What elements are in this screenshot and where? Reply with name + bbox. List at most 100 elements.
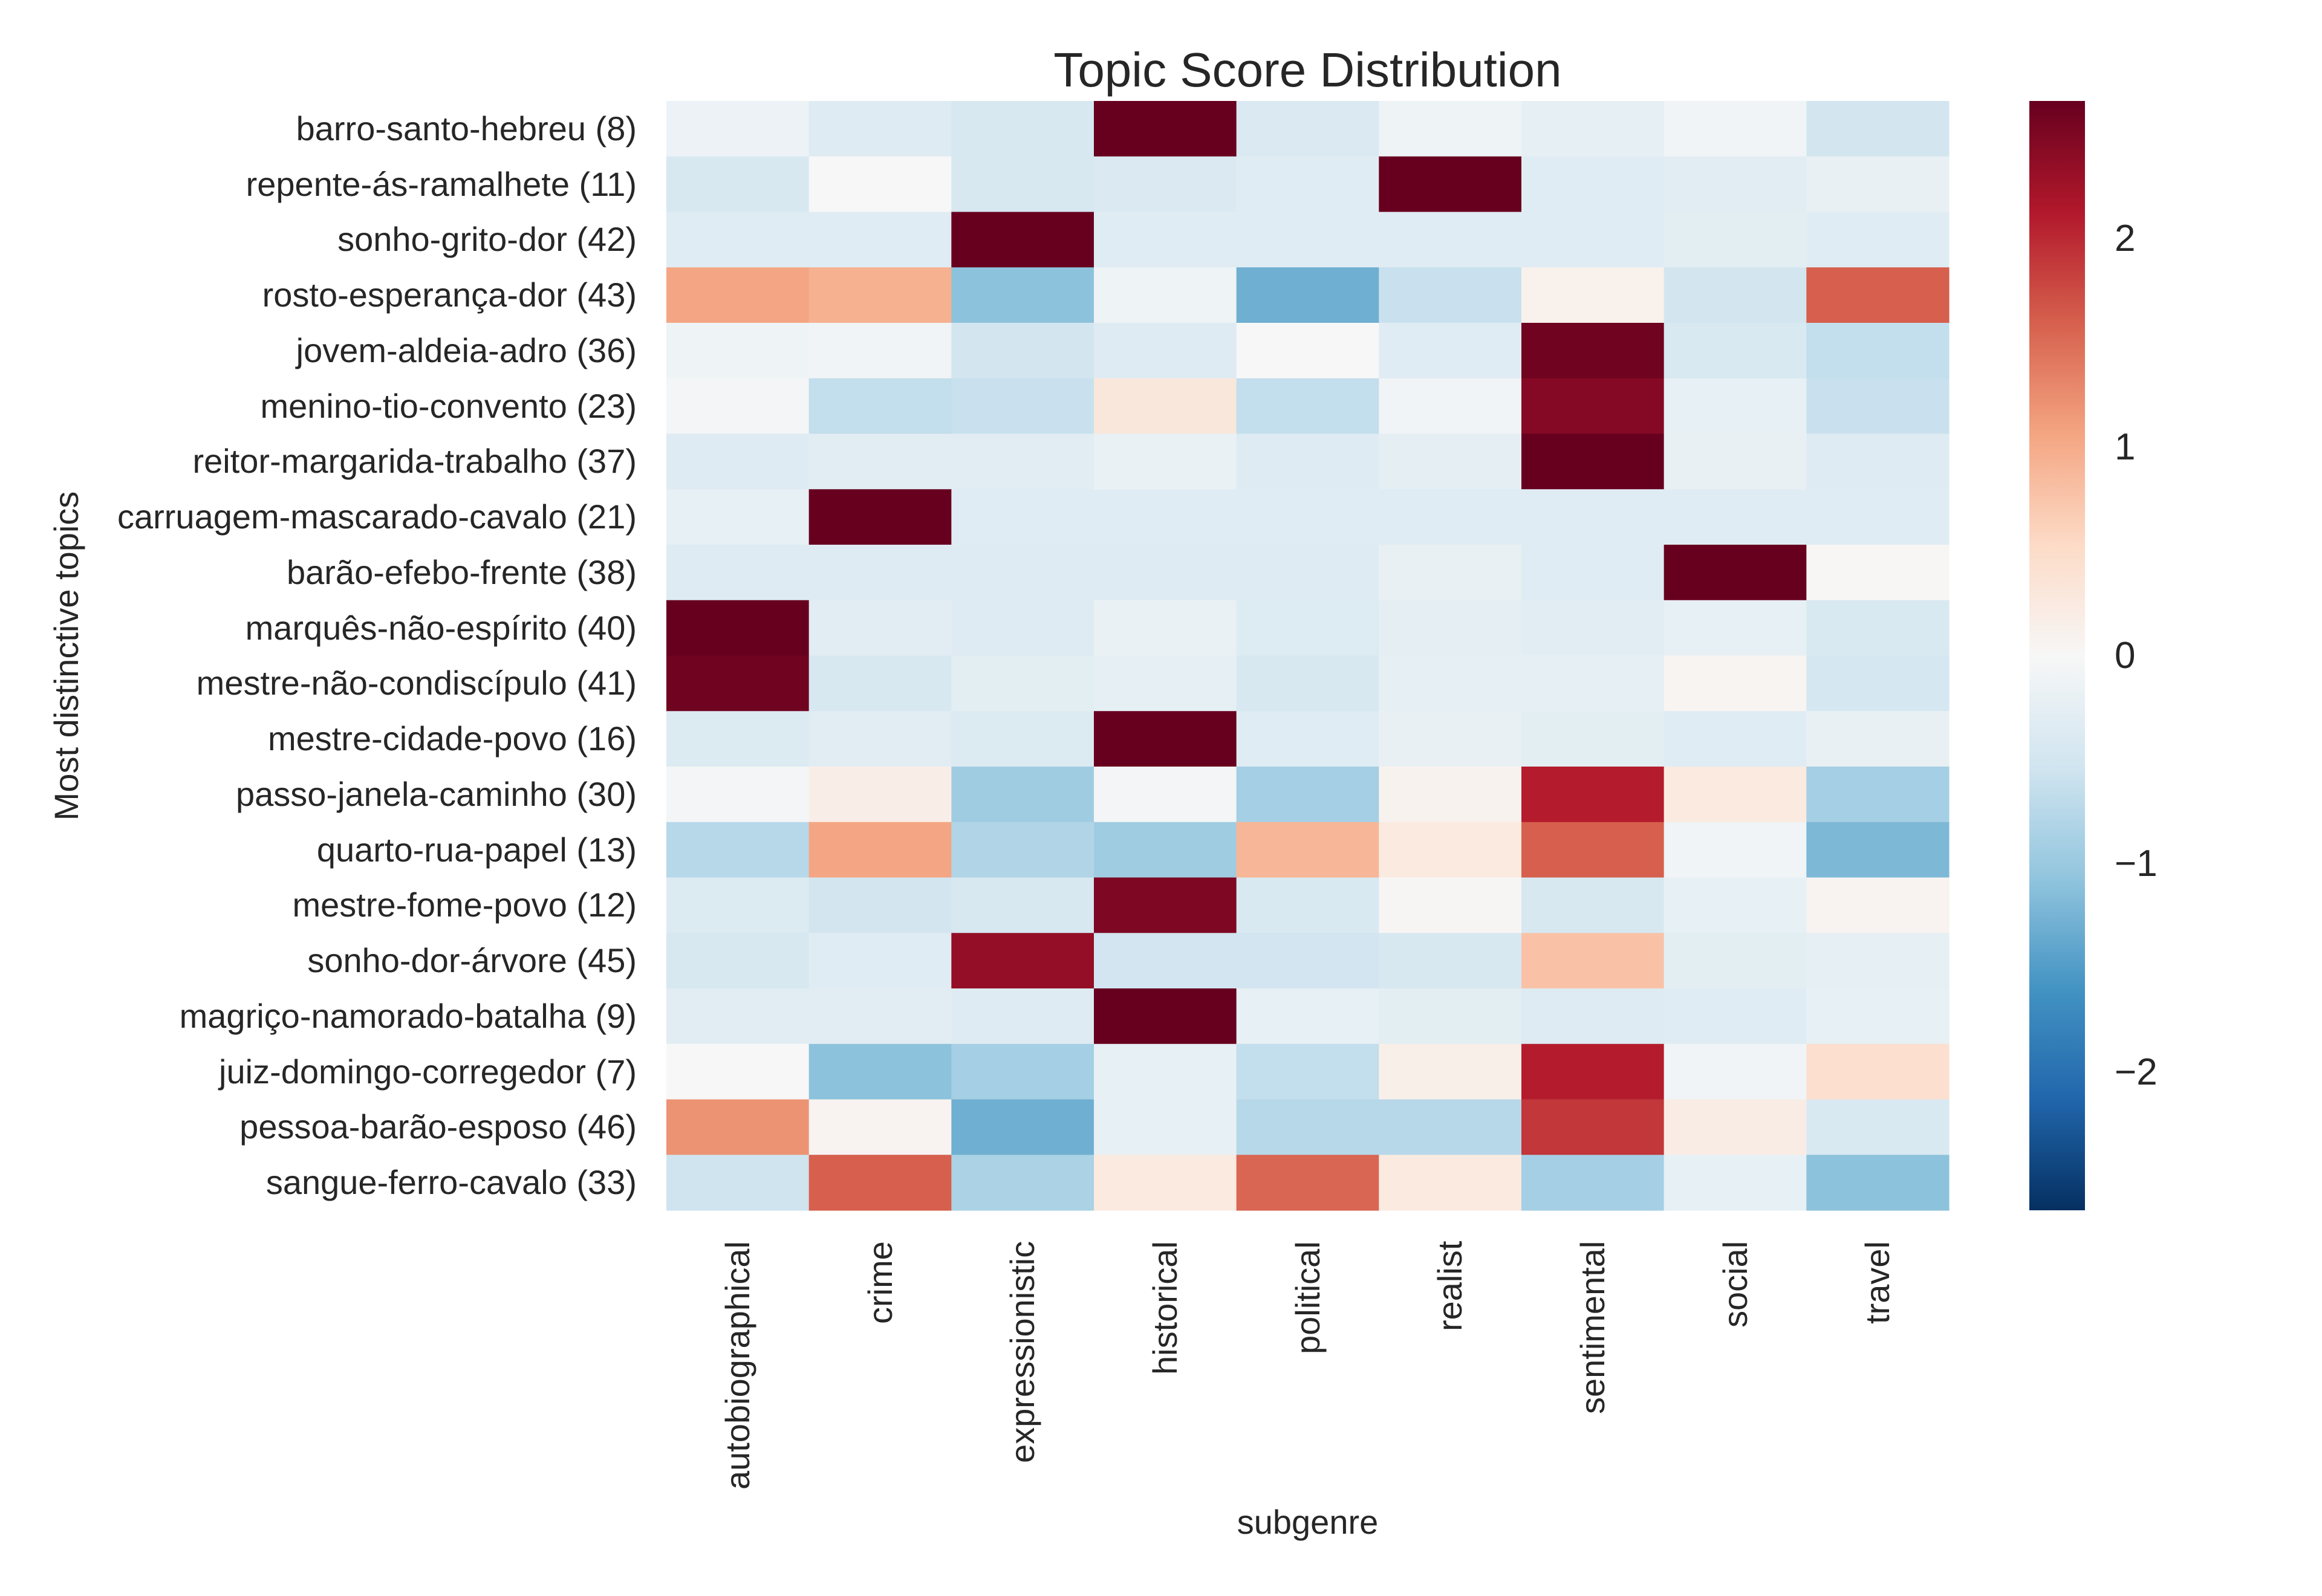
heatmap-cell	[808, 378, 952, 435]
heatmap-cell	[808, 101, 952, 157]
heatmap-cell	[1094, 600, 1237, 657]
heatmap-cell	[1806, 655, 1950, 712]
heatmap-cell	[1521, 101, 1665, 157]
heatmap-cell	[1094, 822, 1237, 878]
colorbar-tick-label: 2	[2115, 217, 2136, 259]
x-tick-label: realist	[1431, 1241, 1469, 1331]
heatmap-cell	[808, 156, 952, 213]
heatmap-cell	[666, 822, 810, 878]
heatmap-cell	[951, 212, 1094, 268]
heatmap-cell	[1663, 545, 1807, 601]
heatmap-cell	[1236, 323, 1379, 379]
heatmap-cell	[1806, 1099, 1950, 1155]
heatmap-cell	[951, 655, 1094, 712]
heatmap-cell	[1663, 212, 1807, 268]
y-tick-label: magriço-namorado-batalha (9)	[179, 996, 637, 1035]
heatmap-cell	[1521, 1043, 1665, 1100]
heatmap-cell	[666, 655, 810, 712]
heatmap-cell	[666, 877, 810, 933]
heatmap-cell	[1094, 489, 1237, 545]
x-tick-label: autobiographical	[718, 1241, 756, 1490]
heatmap-cell	[1521, 1155, 1665, 1211]
heatmap-cell	[1236, 1155, 1379, 1211]
heatmap-cell	[1094, 933, 1237, 989]
heatmap-cell	[1663, 378, 1807, 435]
heatmap-cell	[1094, 655, 1237, 712]
heatmap-cell	[1094, 1155, 1237, 1211]
x-tick-label: sentimental	[1573, 1241, 1611, 1414]
heatmap-cell	[1379, 433, 1522, 490]
heatmap-cell	[666, 101, 810, 157]
colorbar	[2029, 101, 2085, 1210]
heatmap-cell	[666, 600, 810, 657]
heatmap-cell	[808, 545, 952, 601]
heatmap-cell	[1663, 433, 1807, 490]
heatmap-cell	[951, 822, 1094, 878]
heatmap-cell	[666, 767, 810, 823]
heatmap-cell	[1663, 323, 1807, 379]
heatmap-cell	[1806, 267, 1950, 323]
heatmap-cell	[1379, 101, 1522, 157]
heatmap-cell	[951, 323, 1094, 379]
heatmap-cell	[1806, 545, 1950, 601]
heatmap-cell	[1806, 1155, 1950, 1211]
heatmap-cell	[808, 600, 952, 657]
heatmap-cell	[1521, 156, 1665, 213]
heatmap-cell	[1806, 489, 1950, 545]
heatmap-cell	[666, 711, 810, 767]
heatmap-cell	[1236, 433, 1379, 490]
heatmap-cell	[808, 711, 952, 767]
heatmap-cell	[951, 545, 1094, 601]
heatmap-cell	[666, 1043, 810, 1100]
heatmap-cell	[951, 1043, 1094, 1100]
heatmap-cell	[1379, 600, 1522, 657]
y-tick-label: quarto-rua-papel (13)	[316, 830, 637, 869]
heatmap-cell	[951, 877, 1094, 933]
heatmap-cell	[666, 489, 810, 545]
heatmap-cell	[1663, 489, 1807, 545]
y-tick-label: juiz-domingo-corregedor (7)	[219, 1052, 637, 1091]
heatmap-cell	[666, 433, 810, 490]
heatmap-cell	[666, 933, 810, 989]
heatmap-cell	[1379, 1155, 1522, 1211]
heatmap-cell	[1379, 877, 1522, 933]
y-tick-label: barão-efebo-frente (38)	[286, 553, 637, 591]
heatmap-cell	[1379, 767, 1522, 823]
heatmap-cell	[808, 323, 952, 379]
heatmap-cell	[1236, 711, 1379, 767]
heatmap-cell	[951, 378, 1094, 435]
heatmap-cell	[1521, 212, 1665, 268]
heatmap-cell	[1379, 267, 1522, 323]
heatmap-cell	[951, 988, 1094, 1045]
heatmap-cell	[1663, 767, 1807, 823]
heatmap-cell	[1379, 378, 1522, 435]
y-tick-label: barro-santo-hebreu (8)	[296, 109, 637, 148]
heatmap-cell	[1806, 988, 1950, 1045]
heatmap-cell	[1236, 767, 1379, 823]
heatmap-cell	[1379, 156, 1522, 213]
heatmap-cell	[1806, 323, 1950, 379]
heatmap-cell	[666, 212, 810, 268]
heatmap-cell	[951, 767, 1094, 823]
heatmap-cell	[1521, 655, 1665, 712]
heatmap-cell	[1806, 212, 1950, 268]
heatmap-cell	[808, 212, 952, 268]
heatmap-cell	[1521, 378, 1665, 435]
y-tick-label: sangue-ferro-cavalo (33)	[265, 1163, 637, 1202]
heatmap-cell	[951, 711, 1094, 767]
heatmap-cell	[951, 267, 1094, 323]
heatmap-cell	[1806, 877, 1950, 933]
heatmap-cell	[1236, 489, 1379, 545]
chart-title: Topic Score Distribution	[1053, 43, 1562, 97]
heatmap-cell	[808, 489, 952, 545]
heatmap-cell	[808, 767, 952, 823]
heatmap-cell	[1094, 323, 1237, 379]
heatmap-cell	[1806, 711, 1950, 767]
heatmap-cell	[1663, 877, 1807, 933]
heatmap-cell	[808, 1043, 952, 1100]
heatmap-cell	[951, 600, 1094, 657]
heatmap-cell	[1094, 267, 1237, 323]
heatmap-cell	[1379, 323, 1522, 379]
y-tick-label: sonho-grito-dor (42)	[337, 220, 637, 259]
heatmap-cell	[951, 1155, 1094, 1211]
